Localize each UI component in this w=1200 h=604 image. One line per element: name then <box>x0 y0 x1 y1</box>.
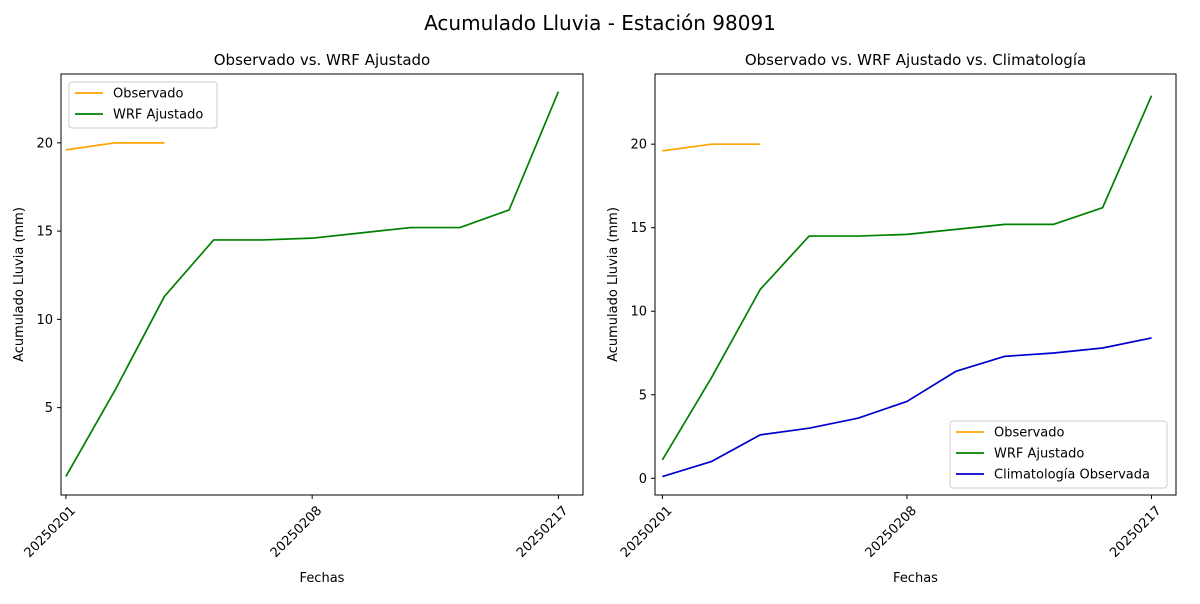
p1-y-axis-label: Acumulado Lluvia (mm) <box>606 207 621 362</box>
p0-series-line-0 <box>65 141 165 151</box>
p1-axes-frame <box>654 73 1177 496</box>
p1-legend-label-0: Observado <box>994 426 1065 441</box>
p1-x-tick-label-0: 20250201 <box>618 503 675 560</box>
p1-x-tick-label-2: 20250217 <box>1107 503 1164 560</box>
p1-series-line-1 <box>661 95 1153 461</box>
p0-y-axis-label: Acumulado Lluvia (mm) <box>12 207 27 362</box>
p1-title: Observado vs. WRF Ajustado vs. Climatolo… <box>745 51 1086 69</box>
p0-legend: Observado WRF Ajustado <box>68 81 218 129</box>
p0-y-tick-label-2: 15 <box>36 225 53 240</box>
p0-series-line-1 <box>65 91 560 477</box>
p0-axes-frame <box>60 73 584 496</box>
p1-y-tick-label-4: 20 <box>630 138 647 153</box>
p0-x-axis-label: Fechas <box>300 571 345 586</box>
p1-x-axis-label: Fechas <box>893 571 938 586</box>
p1-y-tick-label-3: 15 <box>630 221 647 236</box>
p0-legend-label-1: WRF Ajustado <box>113 108 203 123</box>
p0-y-tick-label-0: 5 <box>45 401 53 416</box>
p0-x-tick-label-1: 20250208 <box>268 503 325 560</box>
p0-y-tick-label-3: 20 <box>36 136 53 151</box>
p1-series-line-0 <box>662 143 761 152</box>
p0-x-tick-label-0: 20250201 <box>22 503 79 560</box>
p1-legend-label-1: WRF Ajustado <box>994 447 1084 462</box>
p1-series-line-2 <box>662 337 1152 478</box>
p1-legend-box <box>949 420 1168 489</box>
subplot-right: Observado vs. WRF Ajustado vs. Climatolo… <box>606 51 1177 586</box>
p1-y-tick-label-2: 10 <box>630 305 647 320</box>
p1-legend-label-2: Climatología Observada <box>994 468 1150 483</box>
p1-y-tick-label-0: 0 <box>639 472 647 487</box>
p1-y-tick-label-1: 5 <box>639 388 647 403</box>
p1-x-tick-label-1: 20250208 <box>863 503 920 560</box>
p0-legend-box <box>68 81 218 129</box>
p1-legend: Observado WRF Ajustado Climatología Observ… <box>949 420 1168 489</box>
p0-title: Observado vs. WRF Ajustado <box>214 51 430 69</box>
p0-y-tick-label-1: 10 <box>36 313 53 328</box>
p0-x-tick-label-2: 20250217 <box>514 503 571 560</box>
p0-legend-label-0: Observado <box>113 87 184 102</box>
subplot-left: Observado vs. WRF Ajustado 5 10 15 20 2025020… <box>12 51 584 586</box>
figure-title: Acumulado Lluvia - Estación 98091 <box>424 11 776 35</box>
